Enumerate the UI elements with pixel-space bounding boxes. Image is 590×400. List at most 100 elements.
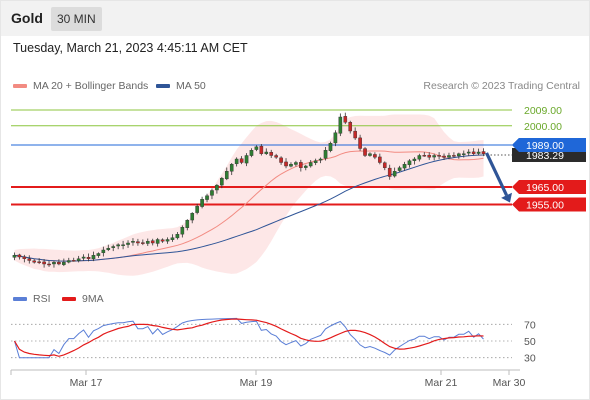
candle [461,150,466,158]
level-tag-bg [512,197,586,212]
candle [185,219,190,231]
candle [239,156,244,165]
x-tick-label: Mar 17 [70,377,103,389]
candle-body [136,241,140,244]
candle-body [368,153,372,156]
candle [27,255,32,264]
candle-body [47,263,51,266]
candle [121,240,125,250]
candle-body [299,162,303,168]
candle [96,252,101,258]
candle [323,147,328,161]
candle-body [145,241,150,244]
candle [457,152,461,159]
candle [373,152,377,160]
candle [279,156,283,165]
candle-body [476,151,481,154]
candle-body [66,260,71,263]
candle-body [348,122,353,132]
candle-body [274,155,278,158]
candle [71,257,76,262]
candle [333,130,338,147]
candle-body [215,185,219,191]
candle-body [195,206,199,213]
candle-body [180,227,185,235]
candle-body [165,239,170,242]
candle [358,134,362,151]
candle [17,253,22,260]
candle [91,251,96,262]
candle-body [447,155,451,158]
candle-body [392,171,397,177]
candle [378,153,382,165]
candle-body [220,178,224,186]
candle-body [328,143,333,151]
candle [432,153,436,161]
candle [294,160,298,167]
candle-body [170,237,175,240]
candle-body [86,257,91,259]
candle [313,158,318,166]
candle [466,149,471,156]
candle-body [358,137,362,149]
candle-body [294,162,298,165]
legend-ma50: MA 50 [156,80,206,92]
candle [234,157,239,167]
level-tag-text: 1955.00 [526,200,564,212]
candle-body [457,153,461,157]
candle [328,141,333,153]
candle [116,243,120,250]
candle [215,184,219,194]
x-tick-label: Mar 30 [493,377,526,389]
pivot-tag-bg [512,138,586,152]
candle-body [313,160,318,164]
candle-body [452,155,456,157]
candle-body [27,258,32,261]
candle [101,246,106,257]
candle-body [269,152,274,156]
candle-body [57,262,61,265]
ma20-label: MA 20 + Bollinger Bands [33,80,149,92]
candle-body [106,248,111,250]
candle-body [150,240,155,244]
candle [249,148,254,158]
candle [412,157,417,165]
candle [338,113,343,137]
candle [106,244,111,252]
candle-body [264,151,269,154]
level-tag-1955.00: 1955.00 [512,197,586,212]
level-tag-text: 1965.00 [526,182,564,194]
candle-body [279,157,283,163]
candle [131,238,135,246]
candle [422,152,427,157]
ma20-swatch [13,84,27,89]
candle-body [318,158,323,161]
candle-body [131,241,135,243]
candle [427,152,432,160]
candle [284,158,288,169]
candle-body [333,132,338,144]
candle [220,176,224,189]
candle [392,167,397,178]
candle-body [402,164,407,169]
candle-body [17,254,22,258]
candle [81,254,86,261]
candle [32,259,37,264]
chart-timestamp: Tuesday, March 21, 2023 4:45:11 AM CET [13,41,248,55]
candle [303,164,308,171]
candle [210,188,214,200]
candle [269,149,274,158]
candle [170,234,175,242]
candle-body [141,242,145,244]
candle-body [387,167,392,177]
candle-body [190,213,195,221]
candle-body [229,164,234,172]
rsi-line [14,317,484,359]
candle-body [249,150,254,156]
candle [136,238,140,246]
candle-body [343,116,348,123]
candle [62,258,66,267]
timeframe-tab[interactable]: 30 MIN [51,7,102,31]
candle [205,193,209,203]
